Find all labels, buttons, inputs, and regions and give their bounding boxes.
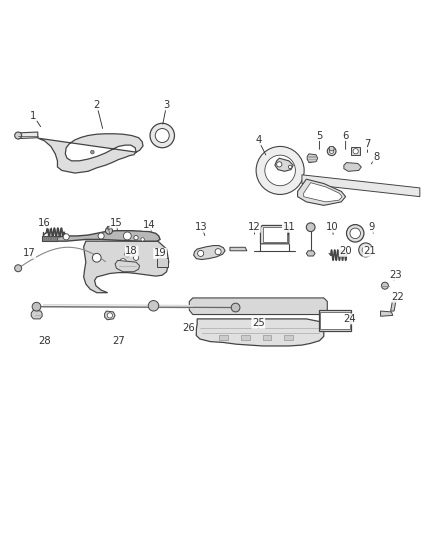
Circle shape (353, 149, 358, 154)
Circle shape (327, 147, 336, 156)
Text: 1: 1 (30, 111, 37, 121)
Polygon shape (381, 311, 393, 316)
Text: 19: 19 (154, 248, 166, 259)
Polygon shape (84, 241, 169, 293)
Polygon shape (230, 247, 247, 251)
Text: 20: 20 (339, 246, 352, 256)
Circle shape (125, 252, 130, 257)
Circle shape (14, 132, 21, 139)
Text: 22: 22 (392, 292, 404, 302)
Polygon shape (275, 158, 293, 171)
Bar (318, 310, 351, 331)
Polygon shape (304, 183, 342, 202)
Text: 7: 7 (364, 139, 371, 149)
Text: 16: 16 (38, 218, 51, 228)
Circle shape (134, 236, 138, 240)
Bar (241, 335, 250, 340)
Text: 11: 11 (283, 222, 295, 232)
Circle shape (98, 233, 104, 239)
Polygon shape (307, 154, 318, 163)
Circle shape (277, 161, 282, 167)
Polygon shape (297, 179, 346, 205)
Polygon shape (42, 236, 57, 241)
Text: 26: 26 (182, 322, 195, 333)
Polygon shape (18, 132, 38, 139)
Text: 3: 3 (163, 100, 170, 110)
Circle shape (134, 255, 139, 261)
Text: 5: 5 (316, 131, 323, 141)
Circle shape (150, 123, 174, 148)
Polygon shape (329, 147, 334, 151)
Bar (320, 312, 350, 329)
Text: 27: 27 (112, 336, 125, 346)
Polygon shape (42, 231, 160, 241)
Text: 8: 8 (373, 152, 379, 163)
Bar (219, 335, 228, 340)
Circle shape (359, 243, 373, 257)
Circle shape (141, 238, 145, 241)
Text: 25: 25 (252, 318, 265, 328)
Polygon shape (391, 302, 396, 311)
Bar (351, 147, 360, 155)
Circle shape (265, 155, 295, 185)
Text: 9: 9 (369, 222, 375, 232)
Circle shape (32, 302, 41, 311)
Circle shape (350, 228, 360, 239)
Text: 14: 14 (143, 220, 155, 230)
Polygon shape (196, 319, 324, 346)
Text: 6: 6 (343, 131, 349, 141)
Circle shape (198, 251, 204, 256)
Text: 15: 15 (110, 218, 123, 228)
Bar (263, 335, 272, 340)
Polygon shape (105, 311, 115, 320)
Text: 13: 13 (195, 222, 208, 232)
Circle shape (231, 303, 240, 312)
Polygon shape (306, 251, 315, 256)
Circle shape (124, 232, 131, 240)
Bar (157, 258, 168, 266)
Text: 18: 18 (125, 246, 138, 256)
Polygon shape (189, 298, 327, 314)
Polygon shape (31, 310, 42, 319)
Circle shape (63, 234, 69, 240)
Polygon shape (344, 163, 361, 171)
Text: 4: 4 (255, 135, 261, 145)
Circle shape (106, 227, 113, 234)
Text: 10: 10 (326, 222, 339, 232)
Circle shape (91, 150, 94, 154)
Polygon shape (261, 225, 289, 244)
Polygon shape (107, 227, 112, 230)
Text: 28: 28 (38, 336, 51, 346)
Polygon shape (302, 175, 420, 197)
Circle shape (14, 265, 21, 272)
Circle shape (148, 301, 159, 311)
Text: 23: 23 (389, 270, 402, 280)
Circle shape (306, 223, 315, 231)
Text: 21: 21 (363, 246, 376, 256)
Circle shape (107, 313, 113, 318)
Circle shape (92, 253, 101, 262)
Text: 17: 17 (23, 248, 35, 259)
Circle shape (346, 224, 364, 242)
Circle shape (120, 259, 127, 265)
Circle shape (288, 165, 292, 169)
Circle shape (362, 246, 369, 253)
Circle shape (381, 282, 389, 289)
Circle shape (215, 248, 221, 255)
Polygon shape (263, 227, 287, 242)
Text: 12: 12 (247, 222, 260, 232)
Polygon shape (38, 134, 143, 173)
Text: 2: 2 (94, 100, 100, 110)
Circle shape (256, 147, 304, 195)
Polygon shape (115, 261, 140, 272)
Polygon shape (194, 246, 225, 260)
Circle shape (329, 149, 334, 154)
Bar (285, 335, 293, 340)
Circle shape (155, 128, 169, 142)
Text: 24: 24 (344, 314, 356, 324)
